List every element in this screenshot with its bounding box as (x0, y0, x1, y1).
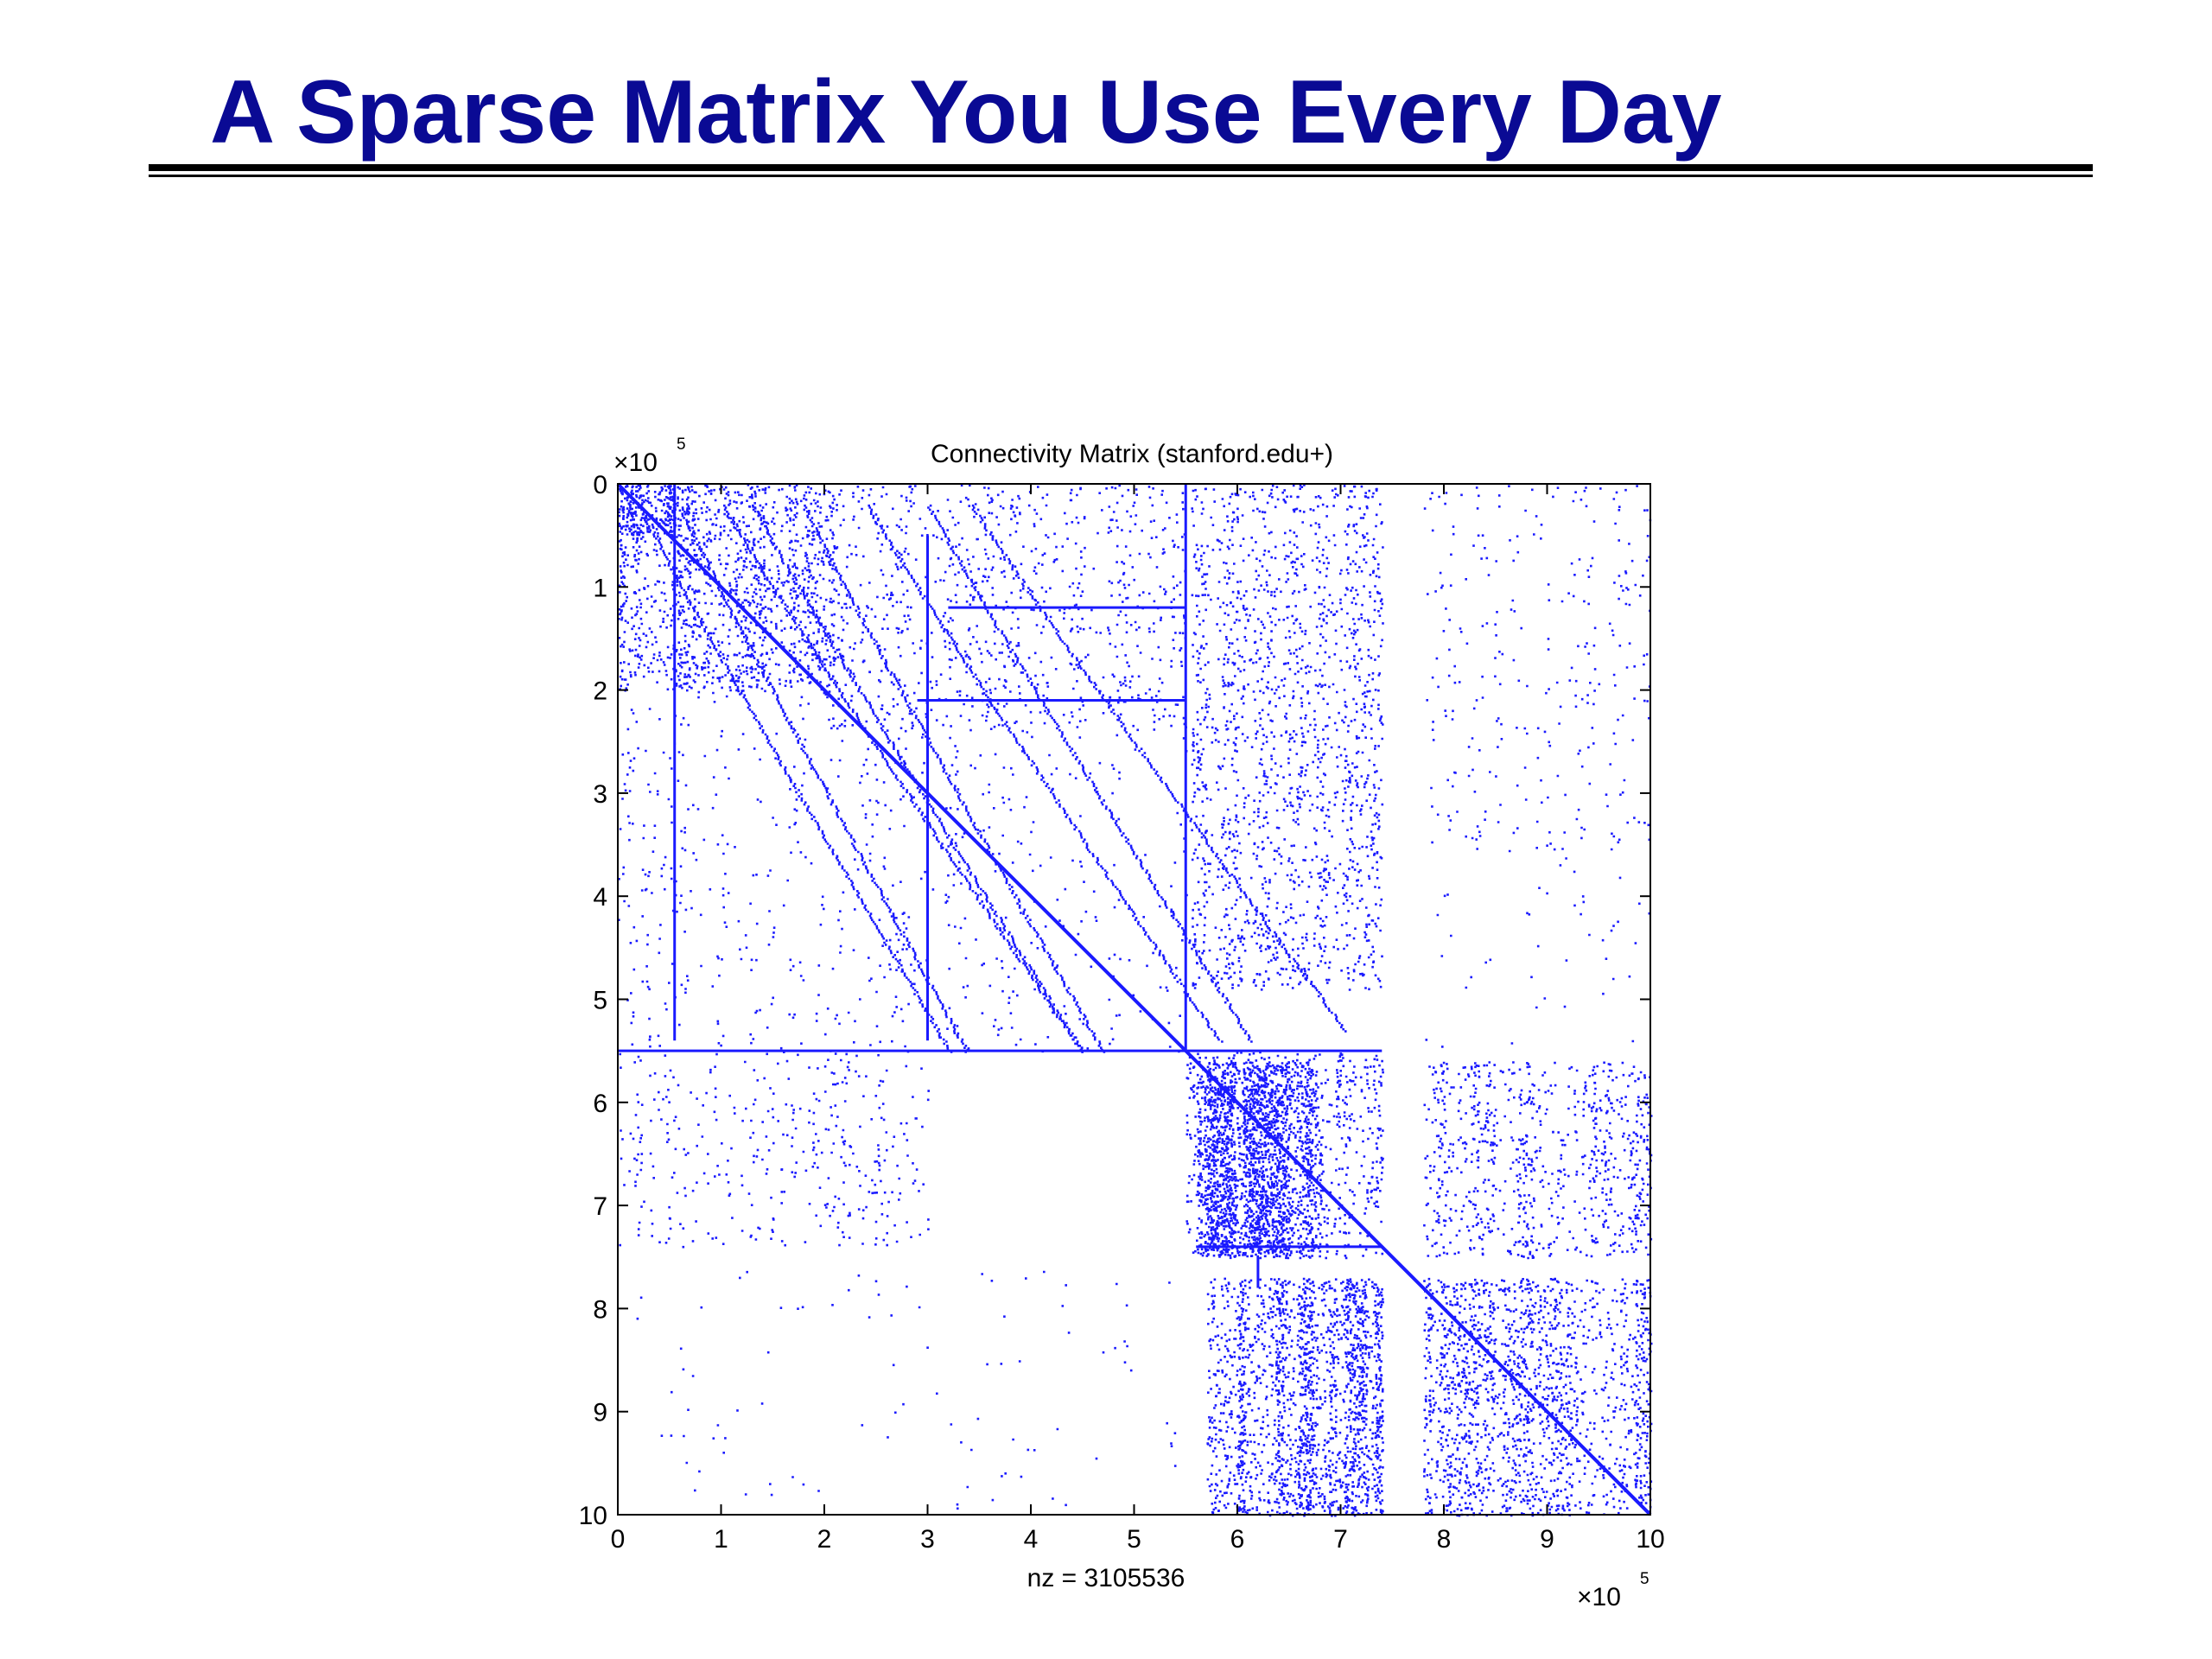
nonzero-block (1196, 1061, 1323, 1260)
y-tick-label: 2 (593, 677, 607, 706)
x-tick-label: 6 (1230, 1525, 1245, 1554)
x-multiplier-base: 10 (1592, 1583, 1621, 1611)
x-tick-label: 0 (611, 1525, 626, 1554)
y-multiplier-times: × (613, 448, 629, 477)
title-underline (149, 164, 2093, 171)
nonzero-block (1206, 1277, 1384, 1517)
y-multiplier-base: 10 (629, 448, 658, 477)
svg-text:×10: ×10 (1577, 1583, 1621, 1611)
x-tick-label: 1 (714, 1525, 728, 1554)
y-tick-label: 7 (593, 1192, 607, 1221)
y-tick-label: 10 (579, 1502, 607, 1530)
diagonal-band (803, 504, 1106, 1053)
x-tick-label: 5 (1127, 1525, 1141, 1554)
x-tick-label: 9 (1540, 1525, 1554, 1554)
x-multiplier-exponent: 5 (1640, 1570, 1649, 1588)
y-tick-label: 8 (593, 1295, 607, 1324)
nonzero-block (824, 484, 1187, 734)
x-tick-label: 3 (920, 1525, 935, 1554)
nonzero-points (618, 484, 1653, 1517)
y-axis-multiplier: ×10 5 (613, 435, 686, 477)
y-tick-label: 5 (593, 987, 607, 1015)
diagonal-band (927, 504, 1253, 1043)
x-axis-label: nz = 3105536 (1027, 1564, 1185, 1592)
y-tick-label: 9 (593, 1399, 607, 1427)
svg-text:×10: ×10 (613, 448, 658, 477)
main-diagonal (616, 482, 1652, 1516)
diagonal-band (752, 504, 1084, 1053)
x-tick-label: 10 (1636, 1525, 1664, 1554)
y-tick-label: 4 (593, 883, 607, 912)
x-multiplier-times: × (1577, 1583, 1592, 1611)
y-tick-label: 0 (593, 471, 607, 499)
title-underline-thin (149, 175, 2093, 177)
y-tick-label: 6 (593, 1090, 607, 1118)
y-tick-label: 1 (593, 574, 607, 602)
slide-title: A Sparse Matrix You Use Every Day (210, 62, 1722, 162)
x-tick-label: 2 (817, 1525, 832, 1554)
x-tick-label: 8 (1437, 1525, 1452, 1554)
structure-lines (616, 482, 1652, 1516)
nonzero-block (1423, 1277, 1653, 1517)
x-axis-multiplier: ×10 5 (1577, 1570, 1649, 1611)
nonzero-block (1191, 484, 1384, 991)
plot-area: 0 1 2 3 4 5 6 7 8 9 10 0 1 2 3 4 5 6 7 8 9 10 (579, 471, 1665, 1554)
nonzero-block (618, 484, 677, 537)
chart-title: Connectivity Matrix (stanford.edu+) (931, 440, 1333, 468)
x-tick-label: 7 (1333, 1525, 1348, 1554)
y-multiplier-exponent: 5 (677, 435, 686, 454)
y-axis: 0 1 2 3 4 5 6 7 8 9 10 (579, 471, 1650, 1530)
x-axis: 0 1 2 3 4 5 6 7 8 9 10 (611, 484, 1665, 1554)
nonzero-block (1425, 847, 1651, 1048)
y-tick-label: 3 (593, 780, 607, 809)
x-tick-label: 4 (1024, 1525, 1039, 1554)
nonzero-block (618, 484, 837, 693)
nonzero-block (1185, 1051, 1384, 1260)
